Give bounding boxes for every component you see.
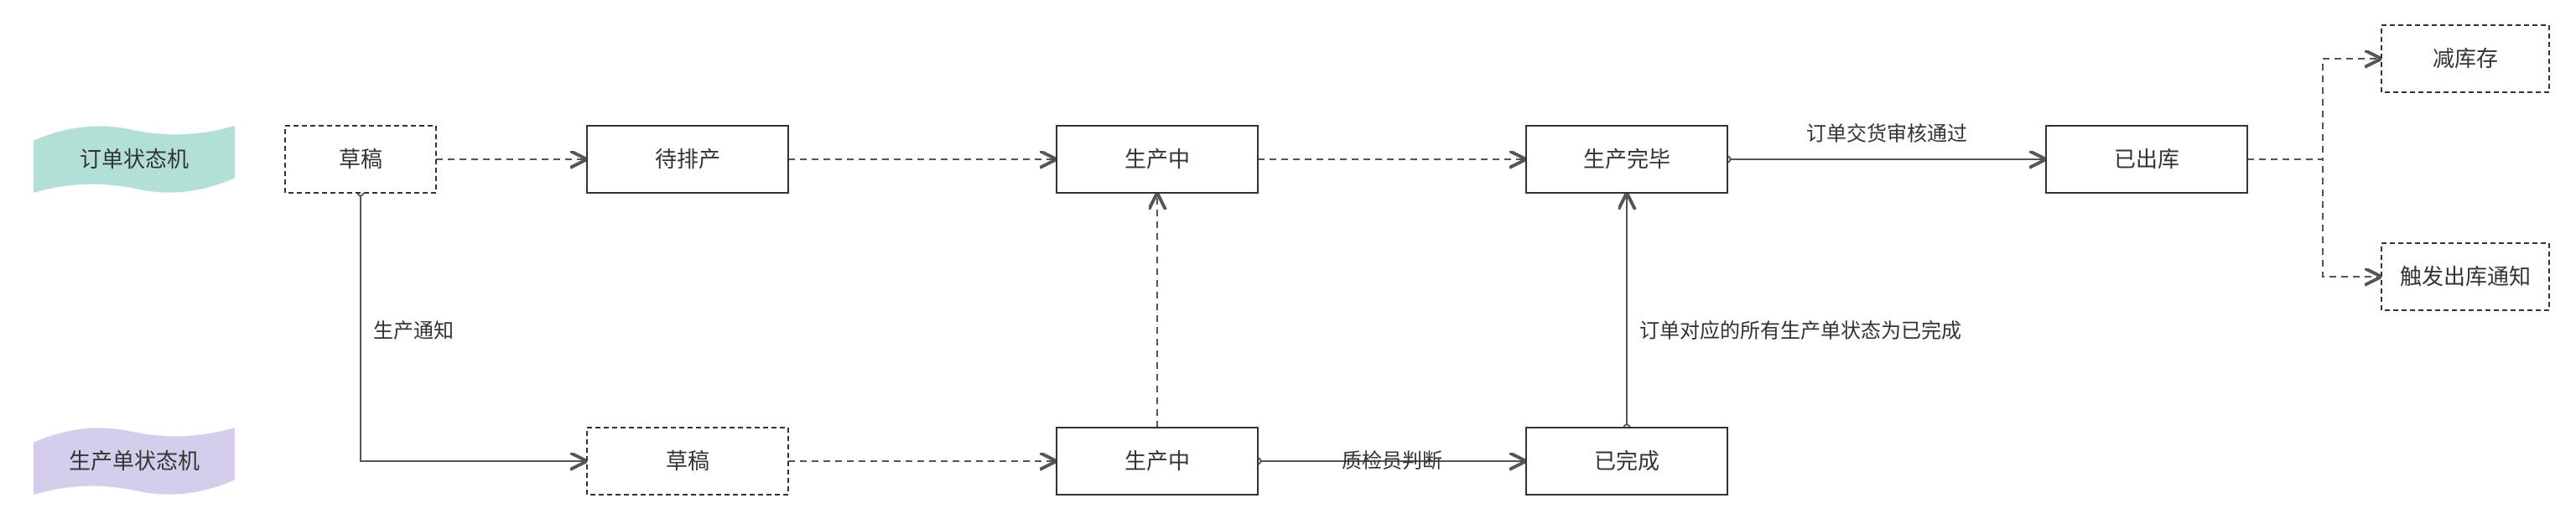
node-done1: 生产完毕 (1526, 126, 1727, 193)
node-decstock: 减库存 (2381, 25, 2549, 92)
node-draft2: 草稿 (587, 428, 788, 495)
edge-layer: 订单交货审核通过生产通知质检员判断 订单对应的所有生产单状态为已完成 (358, 59, 2382, 475)
swimlane-order-sm-label: 订单状态机 (80, 147, 189, 172)
node-pending-label: 待排产 (655, 147, 720, 172)
node-done2: 已完成 (1526, 428, 1727, 495)
node-producing2-label: 生产中 (1124, 449, 1190, 474)
edge-3-label: 订单交货审核通过 (1806, 123, 1967, 146)
edge-4 (2247, 59, 2381, 159)
edge-6-label: 生产通知 (373, 320, 454, 343)
swimlane-order-sm: 订单状态机 (34, 126, 235, 193)
edge-10-label: 订单对应的所有生产单状态为已完成 (1639, 320, 1961, 343)
edge-8-label: 质检员判断 (1342, 450, 1442, 473)
node-draft1: 草稿 (285, 126, 436, 193)
edge-5 (2247, 159, 2381, 277)
node-producing2: 生产中 (1057, 428, 1258, 495)
node-producing1-label: 生产中 (1124, 147, 1190, 172)
node-shipped: 已出库 (2046, 126, 2247, 193)
node-draft2-label: 草稿 (666, 449, 709, 474)
node-decstock-label: 减库存 (2433, 46, 2498, 71)
node-done1-label: 生产完毕 (1583, 147, 1670, 172)
node-draft1-label: 草稿 (339, 147, 382, 172)
node-shipped-label: 已出库 (2114, 147, 2179, 172)
swimlane-production-sm: 生产单状态机 (34, 428, 235, 495)
node-notify: 触发出库通知 (2381, 243, 2549, 310)
swimlane-production-sm-label: 生产单状态机 (69, 449, 200, 474)
node-notify-label: 触发出库通知 (2400, 264, 2531, 289)
flow-diagram: 订单状态机生产单状态机 订单交货审核通过生产通知质检员判断 订单对应的所有生产单状态… (0, 0, 2576, 519)
node-done2-label: 已完成 (1594, 449, 1659, 474)
node-producing1: 生产中 (1057, 126, 1258, 193)
node-pending: 待排产 (587, 126, 788, 193)
